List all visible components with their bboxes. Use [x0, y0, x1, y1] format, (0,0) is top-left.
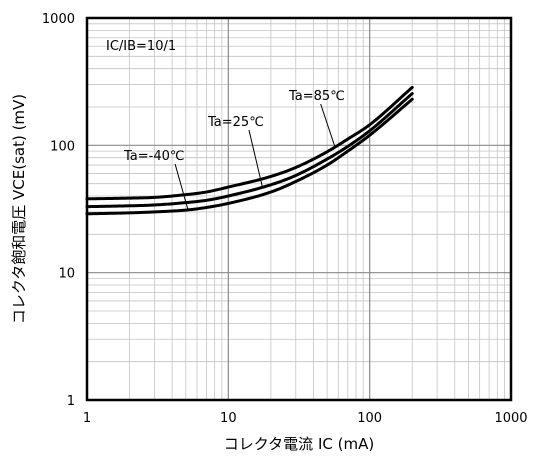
- x-tick-label: 10: [220, 411, 237, 426]
- series-label-85: Ta=85℃: [288, 89, 345, 104]
- series-label-25: Ta=25℃: [207, 115, 264, 130]
- annotation-leader-line: [174, 163, 189, 211]
- x-axis-title: コレクタ電流 IC (mA): [224, 435, 374, 453]
- annotation-leader-line: [320, 103, 336, 148]
- x-tick-label: 1: [83, 411, 91, 426]
- x-tick-label: 1000: [494, 411, 527, 426]
- condition-label: IC/IB=10/1: [106, 39, 176, 54]
- series-lines: [85, 85, 414, 216]
- major-grid: [87, 18, 511, 400]
- y-tick-label: 100: [50, 139, 75, 154]
- series-line-25: [85, 92, 414, 209]
- y-tick-label: 1: [67, 394, 75, 409]
- tick-labels: 1 10 100 1000 1 10 100 1000: [42, 12, 528, 426]
- y-tick-label: 10: [58, 267, 75, 282]
- y-axis-title: コレクタ飽和電圧 VCE(sat) (mV): [10, 94, 28, 324]
- annotation-leader-line: [248, 129, 264, 189]
- annotation-leaders: [174, 103, 336, 211]
- series-line-85: [85, 85, 414, 201]
- series-label-minus40: Ta=-40℃: [123, 149, 184, 164]
- minor-grid: [87, 18, 511, 400]
- plot-frame: [85, 16, 513, 402]
- y-tick-label: 1000: [42, 12, 75, 27]
- x-tick-label: 100: [357, 411, 382, 426]
- series-line-minus40: [85, 97, 414, 216]
